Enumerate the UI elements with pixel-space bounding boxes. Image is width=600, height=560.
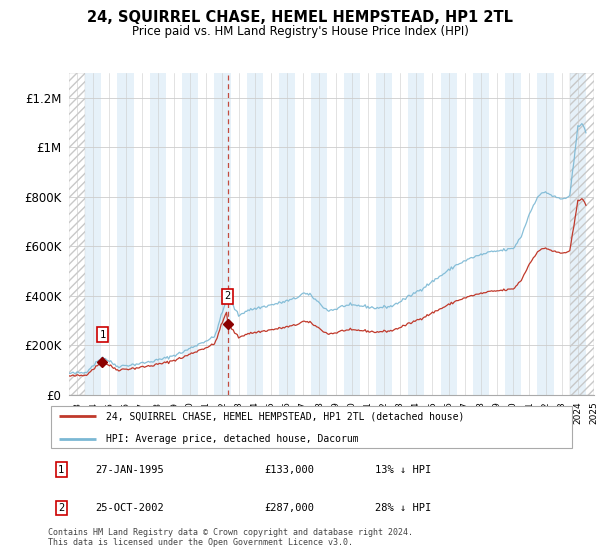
Bar (134, 73, 150, 395)
Bar (230, 73, 247, 395)
Text: 27-JAN-1995: 27-JAN-1995 (95, 465, 164, 475)
Bar (376, 73, 392, 395)
Bar (150, 73, 166, 395)
Text: Contains HM Land Registry data © Crown copyright and database right 2024.
This d: Contains HM Land Registry data © Crown c… (48, 528, 413, 547)
Bar (586, 73, 600, 395)
Bar (521, 73, 538, 395)
Bar (408, 73, 424, 395)
Bar (457, 73, 473, 395)
Text: 24, SQUIRREL CHASE, HEMEL HEMPSTEAD, HP1 2TL: 24, SQUIRREL CHASE, HEMEL HEMPSTEAD, HP1… (87, 10, 513, 25)
Text: 24, SQUIRREL CHASE, HEMEL HEMPSTEAD, HP1 2TL (detached house): 24, SQUIRREL CHASE, HEMEL HEMPSTEAD, HP1… (106, 411, 464, 421)
Bar (214, 73, 230, 395)
Text: HPI: Average price, detached house, Dacorum: HPI: Average price, detached house, Daco… (106, 434, 359, 444)
Bar (69, 73, 85, 395)
Bar (489, 73, 505, 395)
Bar (182, 73, 198, 395)
Bar (538, 73, 554, 395)
Bar (440, 73, 457, 395)
Bar (247, 73, 263, 395)
Bar (166, 73, 182, 395)
Bar (360, 73, 376, 395)
Text: Price paid vs. HM Land Registry's House Price Index (HPI): Price paid vs. HM Land Registry's House … (131, 25, 469, 38)
Text: 2: 2 (58, 503, 64, 513)
Bar (570, 73, 594, 395)
Bar (424, 73, 440, 395)
Bar (198, 73, 214, 395)
Bar (473, 73, 489, 395)
Bar (505, 73, 521, 395)
Bar (392, 73, 408, 395)
Bar (85, 73, 101, 395)
Text: 1: 1 (100, 330, 106, 339)
Bar (311, 73, 328, 395)
Text: £133,000: £133,000 (265, 465, 314, 475)
Text: £287,000: £287,000 (265, 503, 314, 513)
Bar (118, 73, 134, 395)
Bar (570, 73, 586, 395)
Bar (101, 73, 118, 395)
Bar (69, 73, 85, 395)
Bar (263, 73, 279, 395)
Text: 25-OCT-2002: 25-OCT-2002 (95, 503, 164, 513)
Text: 2: 2 (224, 291, 231, 301)
Bar (295, 73, 311, 395)
Bar (328, 73, 344, 395)
Bar (554, 73, 570, 395)
Text: 1: 1 (58, 465, 64, 475)
Text: 13% ↓ HPI: 13% ↓ HPI (376, 465, 431, 475)
Bar (279, 73, 295, 395)
Text: 28% ↓ HPI: 28% ↓ HPI (376, 503, 431, 513)
Bar (344, 73, 360, 395)
FancyBboxPatch shape (50, 405, 572, 449)
